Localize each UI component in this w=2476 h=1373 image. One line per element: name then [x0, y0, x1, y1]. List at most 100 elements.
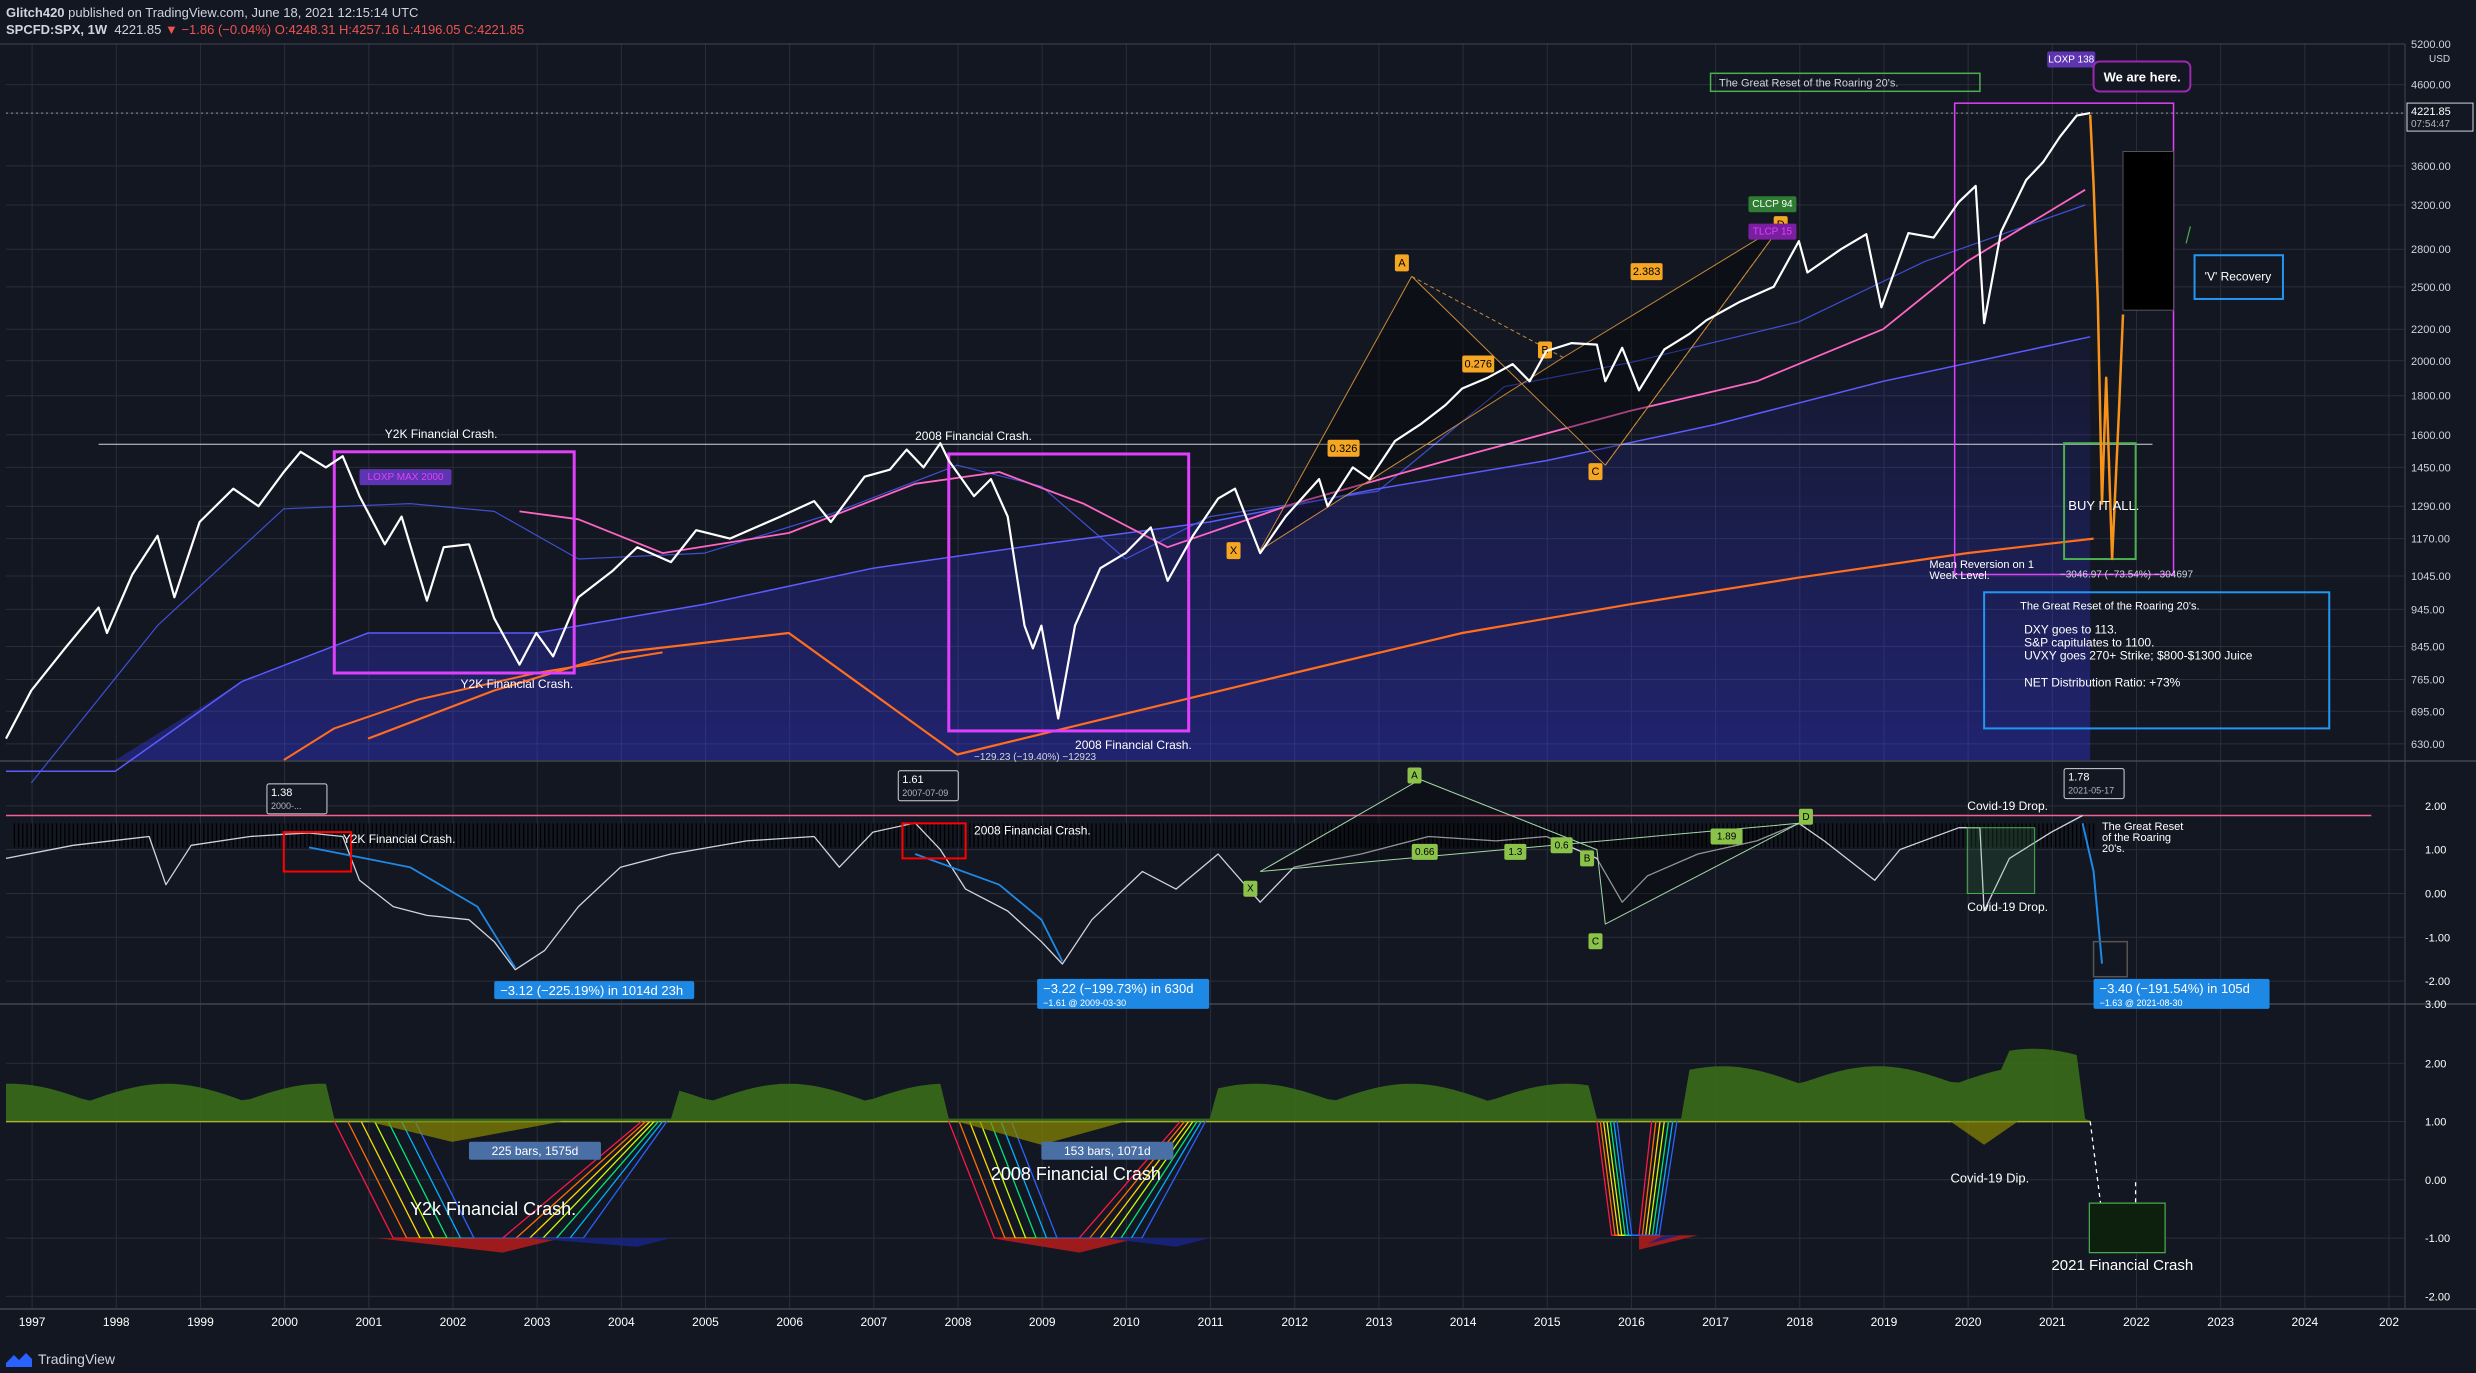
publisher: Glitch420 [6, 5, 65, 20]
osc2-green-area [6, 1048, 2091, 1122]
time-axis-label: 1998 [103, 1315, 130, 1329]
osc1-point-d-bg [1798, 808, 1813, 825]
osc2-bars-label-2: 153 bars, 1071d [1064, 1144, 1151, 1158]
reset-info-box [1983, 591, 2331, 730]
point-c-label-bg [1588, 463, 1603, 481]
osc2-axis-label: -1.00 [2425, 1233, 2450, 1245]
osc1-covid-bottom-label: Covid-19 Drop. [1967, 900, 2048, 914]
price-axis-label: 1290.00 [2411, 501, 2451, 513]
osc2-red-fill-3 [1639, 1235, 1698, 1250]
osc1-covid-box [1966, 827, 2036, 894]
point-x-label: X [1230, 545, 1238, 557]
tradingview-logo-icon [6, 1353, 32, 1367]
fib-0326-label: 0.326 [1330, 443, 1358, 455]
loxp-max-label-bg [359, 469, 452, 486]
last-price: 4221.85 [114, 22, 162, 37]
time-axis-label: 2018 [1786, 1315, 1813, 1329]
time-axis-label: 2000 [271, 1315, 298, 1329]
osc1-tip-2008-date: 2007-07-09 [902, 788, 948, 798]
osc1-fib-189: 1.89 [1717, 831, 1737, 842]
pane-borders [0, 43, 2476, 1310]
price-axis-label: 630.00 [2411, 739, 2445, 751]
osc2-axis-label: 1.00 [2425, 1117, 2446, 1129]
oscillator-pane-1[interactable]: A X C D B 0.66 1.3 0.6 1.89 1.38 2000-... 1.61 2007-… [5, 767, 2372, 1009]
projection-line [2088, 114, 2125, 561]
osc1-point-a: A [1411, 771, 1418, 782]
price-axis-label: 845.00 [2411, 641, 2445, 653]
osc1-fib-06: 0.6 [1555, 840, 1569, 851]
osc1-y2k-top-box [282, 831, 353, 873]
time-axis-label: 1997 [19, 1315, 46, 1329]
osc1-measure-2008-sub: −1.61 @ 2009-03-30 [1043, 998, 1126, 1008]
osc1-point-b: B [1584, 853, 1591, 864]
osc1-tip-2021-box [2063, 768, 2125, 800]
axes: 5200.00 4600.00 3600.00 3200.00 2800.00 2500.… [19, 39, 2474, 1329]
time-axis-label: 2008 [945, 1315, 972, 1329]
time-axis-label: 2012 [1281, 1315, 1308, 1329]
osc1-measure-2021: −3.40 (−191.54%) in 105d [2100, 981, 2250, 996]
time-axis-label: 202 [2379, 1315, 2399, 1329]
osc1-reset-label-3: 20's. [2102, 843, 2125, 855]
fib-2383-label-bg [1630, 263, 1663, 281]
mean-reversion-label-2: Week Level. [1929, 570, 1989, 582]
time-axis-label: 2022 [2123, 1315, 2150, 1329]
price-axis-label: 3200.00 [2411, 200, 2451, 212]
osc1-tip-2021-date: 2021-05-17 [2068, 786, 2114, 796]
osc1-tip-2008-box [897, 770, 959, 802]
loxp138-label: LOXP 138 [2048, 55, 2094, 66]
time-axis-label: 2019 [1871, 1315, 1898, 1329]
time-axis-label: 2006 [776, 1315, 803, 1329]
osc1-tip-y2k-date: 2000-... [271, 801, 302, 811]
osc1-harmonic-pattern [1259, 779, 1800, 925]
time-axis-label: 2007 [860, 1315, 887, 1329]
we-are-here-label: We are here. [2104, 70, 2181, 85]
blue-ma-fill [6, 336, 2091, 760]
osc2-yellow-dip-y2k [368, 1121, 562, 1142]
osc1-tip-y2k-value: 1.38 [271, 787, 292, 799]
osc1-axis-label: 3.00 [2425, 999, 2446, 1011]
great-reset-title: The Great Reset of the Roaring 20's. [1719, 77, 1898, 89]
orange-ma-segment [283, 651, 663, 761]
time-axis-label: 2023 [2207, 1315, 2234, 1329]
currency-label: USD [2429, 54, 2450, 65]
price-axis-label: 5200.00 [2411, 39, 2451, 51]
price-axis-label: 1450.00 [2411, 462, 2451, 474]
osc1-line[interactable] [5, 814, 2083, 971]
tradingview-branding[interactable]: TradingView [6, 1351, 115, 1367]
time-axis-label: 2005 [692, 1315, 719, 1329]
osc1-tip-y2k-box [266, 783, 328, 815]
osc1-fib-06-bg [1550, 837, 1573, 854]
time-axis-label: 2001 [355, 1315, 382, 1329]
osc1-axis-label: 0.00 [2425, 888, 2446, 900]
point-c-label: C [1592, 466, 1600, 478]
buy-it-all-label: BUY IT ALL. [2068, 498, 2139, 513]
publish-info: published on TradingView.com, June 18, 2… [64, 5, 419, 20]
info-line-1: DXY goes to 113. [2024, 622, 2117, 636]
osc1-measure-2021-sub: −1.63 @ 2021-08-30 [2100, 998, 2183, 1008]
point-b-label-bg [1537, 341, 1552, 359]
last-price-badge-value: 4221.85 [2411, 106, 2451, 118]
osc2-blue-fill-1 [527, 1238, 671, 1247]
time-axis-label: 2020 [1955, 1315, 1982, 1329]
v-recovery-box [2193, 254, 2284, 300]
price-axis-label: 2800.00 [2411, 244, 2451, 256]
harmonic-leg [1411, 275, 1564, 358]
osc1-point-d: D [1802, 812, 1809, 823]
osc2-2008-label: 2008 Financial Crash [991, 1164, 1161, 1184]
osc2-2021-box [2088, 1202, 2166, 1254]
osc1-fib-13-bg [1504, 843, 1527, 860]
osc2-blue-fill-3 [1647, 1235, 1682, 1244]
crash-2008-bottom-label: 2008 Financial Crash. [1075, 738, 1192, 752]
osc1-fib-066: 0.66 [1415, 847, 1435, 858]
oscillator-pane-2[interactable]: 225 bars, 1575d 153 bars, 1071d Y2k Financ… [6, 1048, 2193, 1274]
spx-price-line[interactable] [5, 112, 2091, 740]
price-axis-label: 695.00 [2411, 706, 2445, 718]
symbol-title[interactable]: SPCFD:SPX, 1W [6, 22, 108, 37]
osc1-2008-arc [914, 853, 1064, 962]
y2k-highlight-box [332, 450, 576, 675]
osc1-measure-y2k: −3.12 (−225.19%) in 1014d 23h [500, 983, 683, 998]
price-axis-label: 1045.00 [2411, 571, 2451, 583]
osc2-axis-label: -2.00 [2425, 1291, 2450, 1303]
